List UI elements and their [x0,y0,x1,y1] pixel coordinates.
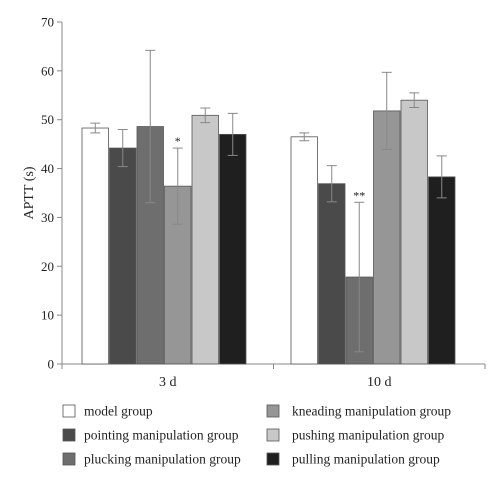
bar-pushing-manipulation-group-3d [191,114,219,365]
y-tick-label: 50 [41,112,54,127]
legend-swatch [266,428,280,442]
x-category-label: 10 d [367,375,392,390]
bar-kneading-manipulation-group-3d [164,185,192,365]
significance-marker: * [175,134,181,148]
legend-swatch [62,428,76,442]
y-tick-label: 70 [41,15,54,30]
y-axis-label: APTT (s) [22,166,37,219]
significance-marker: ** [353,188,365,202]
legend-label: model group [84,404,153,419]
x-category-label: 3 d [159,375,177,390]
y-tick-label: 10 [41,308,54,323]
y-tick-label: 40 [41,161,54,176]
bar-plucking-manipulation-group-3d [136,126,164,365]
legend-label: plucking manipulation group [84,452,241,467]
legend-swatch [266,404,280,418]
labels: 0 10 20 30 40 50 60 70 APTT (s) 3 d * 10 d ** [22,15,392,391]
legend-label: pointing manipulation group [84,428,239,443]
legend-label: kneading manipulation group [292,404,451,419]
bar-model-group-3d [81,127,109,365]
bar-pulling-manipulation-group-3d [219,133,247,365]
legend: model group pointing manipulation group pl… [62,404,451,467]
error-bars [90,49,447,353]
legend-swatch [62,404,76,418]
y-tick-label: 0 [48,357,55,372]
bar-pulling-manipulation-group-10d [428,176,456,365]
legend-swatch [62,452,76,466]
legend-swatch [266,452,280,466]
bar-pushing-manipulation-group-10d [400,99,428,365]
legend-label: pushing manipulation group [292,428,444,443]
bar-kneading-manipulation-group-10d [373,110,401,365]
bar-pointing-manipulation-group-3d [109,147,137,365]
y-tick-label: 20 [41,259,54,274]
legend-label: pulling manipulation group [292,452,440,467]
y-tick-label: 30 [41,210,54,225]
y-tick-label: 60 [41,63,54,78]
bar-model-group-10d [290,136,318,365]
bars [81,99,456,365]
bar-pointing-manipulation-group-10d [318,183,346,365]
